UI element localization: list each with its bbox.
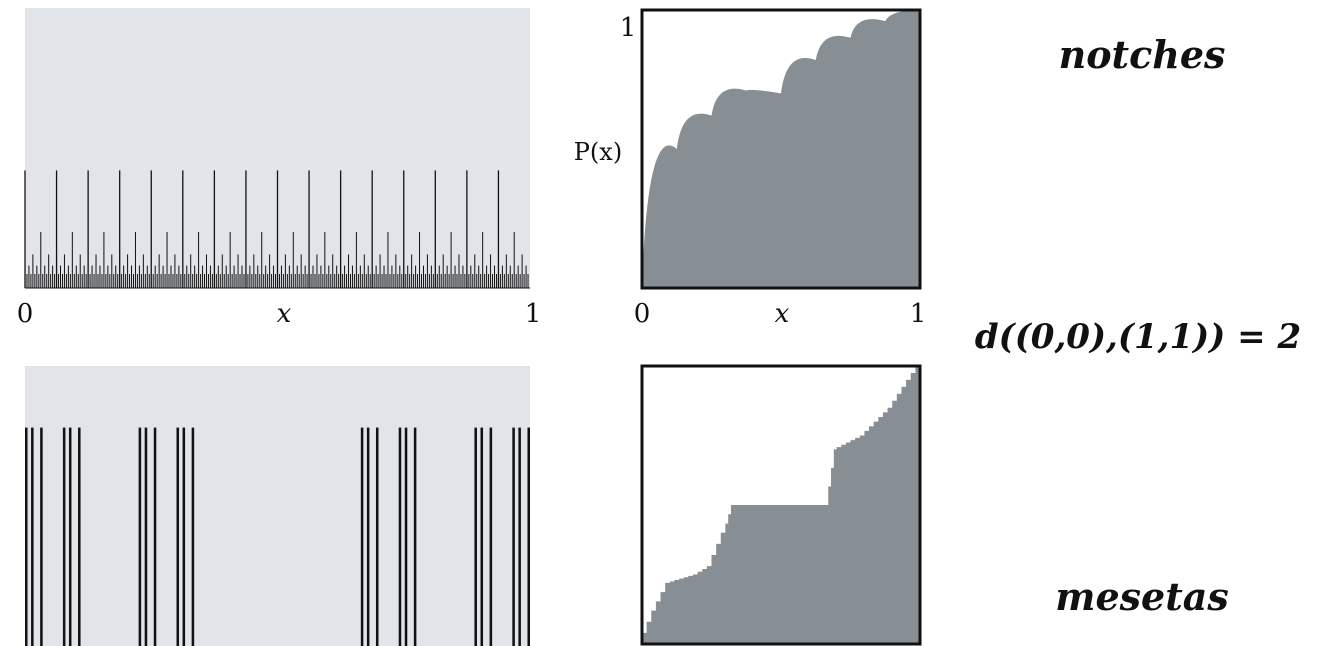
notches-distribution-frame — [640, 8, 922, 290]
tr-xtick-0: 0 — [634, 299, 651, 329]
cantor-bar — [40, 427, 43, 646]
tl-xtick-0: 0 — [17, 299, 34, 329]
cantor-bar — [153, 427, 157, 646]
cantor-bar — [527, 427, 531, 646]
mesetas-distribution-frame — [640, 364, 922, 646]
cantor-bar — [176, 427, 180, 646]
cantor-bar — [366, 427, 370, 646]
cantor-bar — [31, 427, 34, 646]
cantor-bar — [480, 427, 484, 646]
distance-formula: d((0,0),(1,1)) = 2 — [975, 317, 1301, 357]
cantor-bar — [413, 427, 417, 646]
mesetas-label: mesetas — [1055, 574, 1229, 619]
mesetas-measure-background — [25, 366, 530, 646]
tl-xlabel: x — [277, 299, 292, 329]
mesetas-measure-panel — [25, 366, 531, 646]
mesetas-distribution-panel — [640, 364, 922, 646]
mesetas-distribution-area — [642, 366, 920, 644]
notches-distribution-area — [642, 10, 920, 288]
tr-ylabel: P(x) — [574, 138, 622, 166]
cantor-bar — [182, 427, 186, 646]
tr-xtick-1: 1 — [910, 299, 927, 329]
cantor-bar — [375, 427, 379, 646]
mesetas-measure-bars — [25, 427, 531, 646]
cantor-bar — [78, 427, 81, 646]
cantor-bar — [398, 427, 402, 646]
notches-measure-panel: 0 x 1 — [17, 8, 542, 329]
tl-xtick-1: 1 — [525, 299, 542, 329]
tr-ytick-1: 1 — [620, 13, 637, 43]
cantor-bar — [474, 427, 477, 646]
notches-distribution-panel: 1 P(x) 0 x 1 — [574, 8, 927, 329]
notches-label: notches — [1059, 32, 1226, 77]
cantor-bar — [489, 427, 493, 646]
cantor-bar — [512, 427, 515, 646]
cantor-bar — [62, 427, 66, 646]
cantor-bar — [404, 427, 408, 646]
cantor-bar — [25, 427, 28, 646]
cantor-bar — [68, 427, 72, 646]
cantor-bar — [518, 427, 521, 646]
cantor-bar — [191, 427, 195, 646]
cantor-bar — [144, 427, 148, 646]
cantor-bar — [138, 427, 142, 646]
notches-measure-bars — [24, 170, 529, 288]
cantor-bar — [360, 427, 364, 646]
tr-xlabel: x — [775, 299, 790, 329]
